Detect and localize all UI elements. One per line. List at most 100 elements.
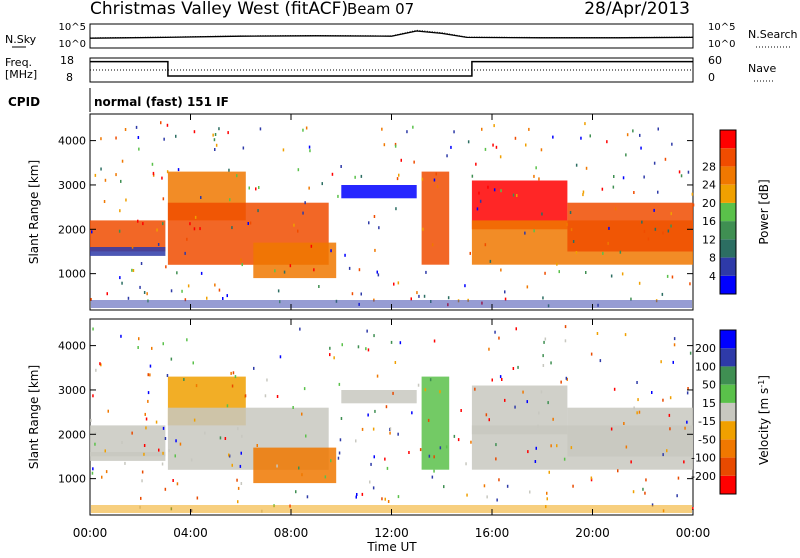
echo-point bbox=[383, 143, 386, 147]
echo-point bbox=[356, 493, 358, 496]
echo-point bbox=[544, 271, 546, 275]
echo-point bbox=[118, 229, 121, 233]
echo-band bbox=[90, 247, 166, 256]
echo-band bbox=[253, 242, 337, 279]
echo-point bbox=[524, 231, 526, 235]
noise-right-tick-top: 10^5 bbox=[708, 22, 735, 33]
echo-point bbox=[610, 427, 613, 431]
echo-point bbox=[638, 281, 641, 285]
echo-point bbox=[672, 360, 674, 364]
echo-point bbox=[546, 497, 548, 501]
colorbar-tick-label: 24 bbox=[702, 179, 716, 192]
echo-point bbox=[689, 351, 692, 355]
power-data-layer bbox=[90, 121, 695, 308]
echo-point bbox=[145, 426, 147, 430]
echo-point bbox=[240, 451, 242, 455]
echo-point bbox=[241, 263, 243, 267]
echo-point bbox=[504, 290, 506, 294]
echo-point bbox=[374, 248, 376, 252]
echo-point bbox=[495, 145, 498, 149]
echo-point bbox=[226, 404, 229, 408]
echo-point bbox=[91, 471, 94, 475]
echo-point bbox=[90, 298, 92, 301]
echo-point bbox=[162, 451, 164, 455]
colorbar-tick-label: -15 bbox=[698, 415, 716, 428]
echo-band bbox=[421, 171, 450, 265]
echo-point bbox=[232, 371, 235, 375]
echo-point bbox=[457, 438, 460, 442]
velocity-y-ticks: 1000 2000 3000 4000 bbox=[58, 340, 693, 486]
echo-point bbox=[640, 146, 642, 150]
echo-point bbox=[244, 394, 247, 398]
echo-point bbox=[467, 140, 470, 144]
echo-point bbox=[100, 167, 102, 171]
echo-point bbox=[582, 193, 584, 197]
echo-point bbox=[471, 174, 474, 178]
echo-point bbox=[570, 228, 573, 232]
echo-point bbox=[425, 270, 427, 274]
echo-point bbox=[638, 410, 641, 414]
echo-point bbox=[419, 448, 422, 452]
nave-label: Nave bbox=[748, 62, 776, 75]
echo-point bbox=[641, 220, 643, 224]
echo-point bbox=[686, 391, 689, 395]
echo-point bbox=[544, 337, 547, 341]
echo-point bbox=[143, 452, 145, 456]
colorbar-swatch bbox=[720, 439, 736, 458]
colorbar-tick-label: -50 bbox=[698, 433, 716, 446]
echo-point bbox=[550, 361, 552, 365]
echo-point bbox=[215, 143, 218, 147]
colorbar-swatch bbox=[720, 402, 736, 422]
echo-point bbox=[115, 136, 117, 140]
echo-point bbox=[590, 478, 593, 482]
echo-point bbox=[152, 173, 155, 177]
power-quantity: Power bbox=[757, 208, 771, 244]
echo-point bbox=[141, 479, 143, 483]
range-tick-label: 3000 bbox=[58, 384, 86, 397]
echo-point bbox=[582, 190, 585, 194]
echo-point bbox=[671, 142, 673, 146]
echo-point bbox=[422, 227, 424, 231]
echo-point bbox=[512, 367, 515, 370]
echo-point bbox=[351, 292, 354, 296]
echo-band bbox=[90, 452, 166, 461]
echo-point bbox=[625, 445, 628, 449]
echo-point bbox=[556, 444, 558, 448]
echo-point bbox=[439, 446, 442, 450]
echo-point bbox=[447, 296, 450, 300]
echo-point bbox=[189, 222, 191, 226]
echo-point bbox=[236, 478, 238, 482]
range-tick-label: 4000 bbox=[58, 340, 86, 353]
echo-point bbox=[192, 361, 194, 365]
echo-point bbox=[486, 495, 488, 499]
echo-point bbox=[537, 424, 539, 428]
colorbar-swatch bbox=[720, 239, 736, 258]
echo-point bbox=[491, 378, 493, 382]
echo-point bbox=[602, 251, 604, 255]
echo-point bbox=[152, 171, 155, 175]
beam-label: Beam 07 bbox=[347, 0, 414, 18]
echo-point bbox=[601, 187, 604, 191]
echo-point bbox=[538, 411, 540, 415]
echo-point bbox=[636, 411, 638, 415]
echo-point bbox=[255, 187, 257, 191]
colorbar-swatch bbox=[720, 348, 736, 367]
echo-point bbox=[330, 249, 332, 253]
echo-point bbox=[143, 291, 146, 294]
station-title: Christmas Valley West (fitACF) bbox=[90, 0, 348, 19]
echo-point bbox=[94, 432, 97, 435]
echo-point bbox=[619, 250, 622, 254]
echo-point bbox=[377, 273, 380, 277]
echo-point bbox=[147, 399, 149, 403]
echo-point bbox=[121, 441, 123, 444]
echo-point bbox=[552, 417, 554, 421]
echo-point bbox=[200, 196, 202, 199]
echo-point bbox=[465, 462, 467, 466]
echo-point bbox=[131, 245, 134, 249]
echo-point bbox=[533, 229, 535, 233]
echo-point bbox=[492, 143, 494, 147]
echo-point bbox=[329, 353, 331, 357]
echo-point bbox=[566, 377, 568, 381]
echo-point bbox=[527, 450, 529, 454]
echo-point bbox=[366, 329, 368, 333]
